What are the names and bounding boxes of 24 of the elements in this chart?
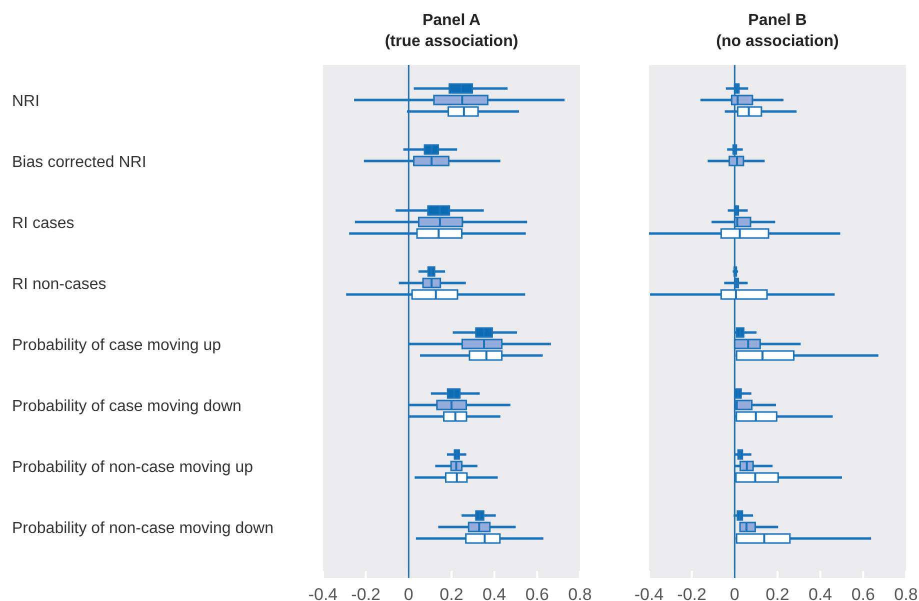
y-tick-label: Probability of non-case moving down xyxy=(12,520,274,537)
x-tick-label: 0.4 xyxy=(808,585,832,601)
chart-title: Panel A (true association) xyxy=(384,12,518,50)
y-tick-label: NRI xyxy=(12,93,40,110)
y-tick-label: Probability of case moving down xyxy=(12,398,242,415)
x-tick-label: 0 xyxy=(730,585,740,601)
chart-title: Panel B (no association) xyxy=(716,12,839,50)
y-tick-label: RI cases xyxy=(12,215,74,232)
x-tick-label: -0.2 xyxy=(677,585,706,601)
x-tick-label: -0.2 xyxy=(351,585,380,601)
x-tick-label: 0.4 xyxy=(482,585,506,601)
x-tick-label: -0.4 xyxy=(308,585,338,601)
x-tick-label: 0.8 xyxy=(894,585,918,601)
y-tick-label: Bias corrected NRI xyxy=(12,154,146,171)
y-tick-label: RI non-cases xyxy=(12,276,106,293)
x-tick-label: 0.6 xyxy=(851,585,875,601)
x-tick-label: -0.4 xyxy=(634,585,664,601)
x-tick-label: 0.8 xyxy=(568,585,592,601)
y-tick-label: Probability of case moving up xyxy=(12,337,222,354)
y-tick-label: Probability of non-case moving up xyxy=(12,459,254,476)
x-tick-label: 0 xyxy=(404,585,414,601)
x-tick-label: 0.2 xyxy=(766,585,790,601)
x-tick-label: 0.2 xyxy=(440,585,464,601)
x-tick-label: 0.6 xyxy=(525,585,549,601)
